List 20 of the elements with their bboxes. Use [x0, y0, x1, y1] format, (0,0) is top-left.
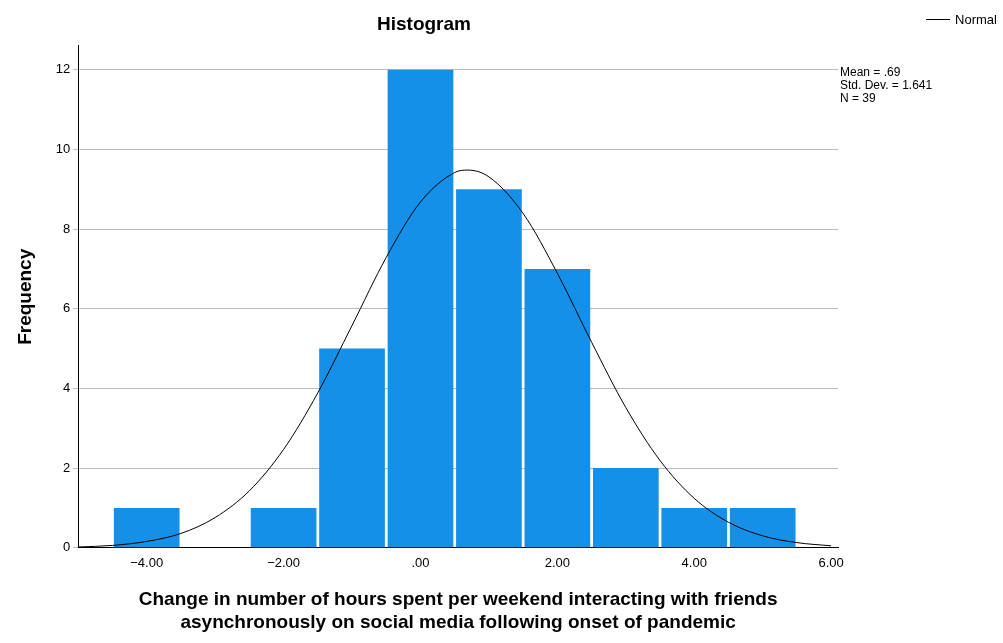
y-tick-label: 0	[63, 539, 71, 555]
text: Std. Dev. = 1.641	[840, 78, 933, 92]
x-tick-label: −4.00	[130, 555, 164, 571]
y-tick-label: 10	[55, 140, 71, 156]
x-tick-label: .00	[411, 555, 430, 571]
text: N = 39	[840, 91, 877, 105]
x-tick-label: 6.00	[818, 555, 844, 571]
y-tick-label: 6	[63, 300, 71, 316]
y-tick-label: 2	[63, 459, 71, 475]
y-axis-title: Frequency	[13, 248, 35, 345]
x-tick-label: −2.00	[267, 555, 301, 571]
chart-title: Histogram	[377, 12, 471, 34]
x-axis-title: Change in number of hours spent per weekend interacting with friends asynchronously on social media following onset of pandemic	[138, 588, 778, 632]
y-tick-label: 8	[63, 220, 71, 236]
legend-label: Normal	[955, 12, 997, 27]
x-tick-label: 4.00	[681, 555, 707, 571]
text: Mean = .69	[840, 65, 902, 79]
x-tick-label: 2.00	[544, 555, 571, 571]
y-tick-label: 4	[63, 380, 71, 396]
y-tick-label: 12	[55, 61, 71, 77]
